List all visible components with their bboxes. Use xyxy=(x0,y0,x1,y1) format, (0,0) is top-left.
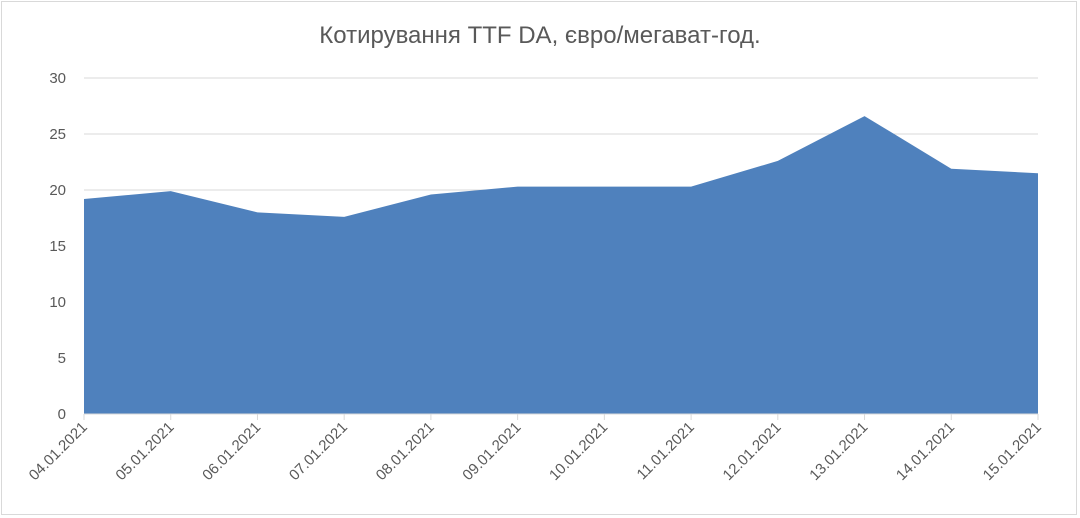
y-tick-label: 20 xyxy=(49,182,66,199)
x-tick-label: 06.01.2021 xyxy=(199,419,264,484)
area-series-path xyxy=(84,116,1038,414)
x-tick-label: 04.01.2021 xyxy=(26,419,91,484)
x-tick-label: 11.01.2021 xyxy=(634,419,698,483)
x-tick-label: 07.01.2021 xyxy=(286,419,351,484)
x-axis-ticks: 04.01.2021 05.01.2021 06.01.2021 07.01.2021… xyxy=(26,419,1045,484)
x-tick-label: 09.01.2021 xyxy=(459,419,524,484)
y-tick-label: 0 xyxy=(58,406,66,423)
y-tick-label: 10 xyxy=(49,294,66,311)
x-tick-label: 15.01.2021 xyxy=(980,419,1045,484)
x-tick-label: 13.01.2021 xyxy=(806,419,871,484)
x-tick-label: 08.01.2021 xyxy=(373,419,438,484)
y-tick-label: 15 xyxy=(49,238,66,255)
y-axis-ticks: 0 5 10 15 20 25 30 xyxy=(49,70,66,423)
y-tick-label: 30 xyxy=(49,70,66,87)
y-tick-label: 25 xyxy=(49,126,66,143)
x-tick-label: 14.01.2021 xyxy=(893,419,958,484)
x-tick-label: 10.01.2021 xyxy=(546,419,611,484)
y-tick-label: 5 xyxy=(58,350,66,367)
x-axis xyxy=(83,413,1039,420)
area-series xyxy=(84,116,1038,414)
x-tick-label: 12.01.2021 xyxy=(720,419,785,484)
chart-title: Котирування TTF DA, євро/мегават-год. xyxy=(319,22,761,49)
x-tick-label: 05.01.2021 xyxy=(112,419,177,484)
